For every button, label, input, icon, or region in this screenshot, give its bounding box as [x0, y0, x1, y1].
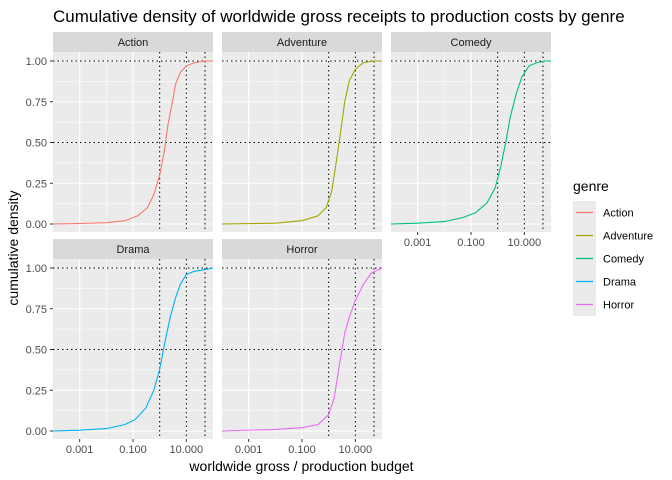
y-tick-label: 0.25: [26, 178, 47, 190]
legend-item-action: Action: [573, 201, 634, 224]
y-tick-label: 1.00: [26, 56, 47, 68]
facet-panel-comedy: Comedy 0.001 0.100 10.000: [390, 32, 551, 249]
series-line-drama: [52, 267, 214, 432]
facet-strip-label: Horror: [286, 244, 318, 256]
legend-label: Drama: [603, 277, 637, 289]
facet-strip-label: Comedy: [451, 37, 492, 49]
chart-title: Cumulative density of worldwide gross re…: [53, 7, 625, 26]
y-tick-label: 0.25: [26, 385, 47, 397]
legend-item-drama: Drama: [573, 270, 637, 293]
y-tick-label: 0.75: [26, 97, 47, 109]
series-line-comedy: [390, 60, 551, 225]
legend: genre Action Adventure Comedy Drama Horror: [573, 178, 653, 316]
facet-strip-label: Drama: [116, 244, 150, 256]
facet-panel-drama: Drama 0.00 0.25 0.50 0.75 1.00 0.001 0.100 10.00…: [26, 239, 214, 456]
facet-panels: Action 0.00 0.25 0.50 0.75 1.00 Adventure Comed…: [26, 32, 551, 456]
y-tick-label: 0.75: [26, 304, 47, 316]
legend-item-horror: Horror: [573, 293, 635, 316]
facet-strip: [222, 32, 382, 52]
legend-item-comedy: Comedy: [573, 247, 644, 270]
legend-label: Comedy: [603, 254, 644, 266]
y-axis-title: cumulative density: [5, 190, 21, 305]
facet-strip-label: Action: [118, 37, 149, 49]
x-tick-label: 10.000: [508, 237, 542, 249]
y-tick-label: 0.00: [26, 219, 47, 231]
facet-panel-adventure: Adventure: [221, 32, 382, 232]
x-tick-label: 0.001: [404, 237, 432, 249]
legend-label: Adventure: [603, 231, 653, 243]
x-tick-label: 0.001: [235, 444, 263, 456]
legend-item-adventure: Adventure: [573, 224, 653, 247]
y-tick-label: 0.00: [26, 426, 47, 438]
series-line-adventure: [221, 60, 382, 225]
y-tick-label: 1.00: [26, 263, 47, 275]
x-axis-title: worldwide gross / production budget: [188, 458, 413, 474]
facet-strip-label: Adventure: [277, 37, 327, 49]
x-tick-label: 0.001: [66, 444, 94, 456]
facet-panel-horror: Horror 0.001 0.100 10.000: [221, 239, 383, 456]
facet-strip: [391, 32, 551, 52]
legend-label: Action: [603, 208, 634, 220]
y-tick-label: 0.50: [26, 345, 47, 357]
x-tick-label: 0.100: [119, 444, 147, 456]
legend-label: Horror: [603, 300, 635, 312]
series-line-horror: [221, 267, 383, 432]
x-tick-label: 10.000: [170, 444, 204, 456]
series-line-action: [52, 60, 213, 225]
facet-panel-action: Action 0.00 0.25 0.50 0.75 1.00: [26, 32, 213, 232]
x-tick-label: 10.000: [339, 444, 373, 456]
facet-strip: [222, 239, 382, 259]
x-tick-label: 0.100: [457, 237, 485, 249]
x-tick-label: 0.100: [288, 444, 316, 456]
facet-strip: [53, 239, 213, 259]
y-tick-label: 0.50: [26, 138, 47, 150]
legend-title: genre: [573, 178, 609, 194]
facet-strip: [53, 32, 213, 52]
